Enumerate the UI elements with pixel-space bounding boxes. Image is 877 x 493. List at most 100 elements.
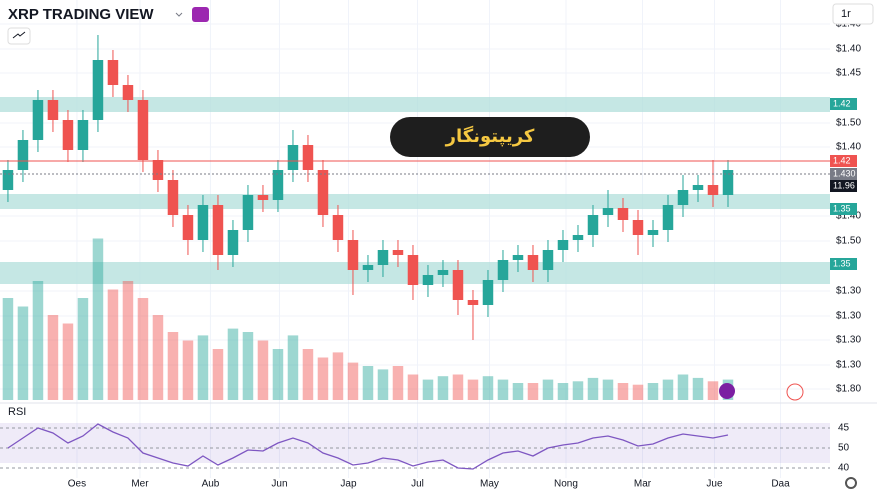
candle-body (557, 240, 569, 250)
collapse-button[interactable] (7, 27, 31, 45)
volume-bar (227, 328, 239, 400)
timeframe-button[interactable] (832, 3, 874, 25)
volume-bar (497, 379, 509, 400)
volume-bar (257, 340, 269, 400)
y-tick-label: $1.45 (836, 68, 861, 79)
x-tick-label: Nong (554, 479, 578, 490)
volume-bar (662, 379, 674, 400)
support-zone (0, 194, 830, 209)
candle-body (452, 270, 464, 300)
volume-bar (182, 340, 194, 400)
volume-bar (17, 306, 29, 400)
price-tag-label: 1.35 (833, 258, 851, 268)
candle-body (572, 235, 584, 240)
dropdown[interactable] (175, 12, 183, 17)
candle-body (602, 208, 614, 215)
candle-body (197, 205, 209, 240)
candle-body (362, 265, 374, 270)
y-tick-label: $1.30 (836, 286, 861, 297)
candle-body (92, 60, 104, 120)
volume-bar (632, 384, 644, 400)
banner-text: کریپتونگار (445, 125, 535, 147)
price-tag (830, 258, 857, 270)
volume-bar (347, 362, 359, 400)
volume-bar (167, 332, 179, 400)
price-tag-label: 1.42 (833, 155, 851, 165)
y-tick-label: $1.40 (836, 44, 861, 55)
candle-body (722, 170, 734, 195)
logo-icon (192, 7, 209, 22)
volume-bar (512, 383, 524, 400)
volume-bar (77, 298, 89, 400)
price-tag-label: 1.42 (833, 98, 851, 108)
y-tick-label: $1.40 (836, 211, 861, 222)
volume-bar (452, 374, 464, 400)
volume-bar (467, 379, 479, 400)
volume-bar (107, 289, 119, 400)
candle-body (2, 170, 14, 190)
candle-body (617, 208, 629, 220)
candle-body (437, 270, 449, 275)
candle-body (332, 215, 344, 240)
x-tick-label: Jul (411, 479, 424, 490)
candle-body (512, 255, 524, 260)
volume-bar (32, 281, 44, 400)
price-tag (830, 180, 857, 192)
candle-body (647, 230, 659, 235)
rsi-line (7, 423, 729, 470)
volume-bar (92, 238, 104, 400)
candle-body (242, 195, 254, 230)
candle-body (152, 160, 164, 180)
candle-body (542, 250, 554, 270)
volume-bar (437, 376, 449, 400)
volume-bar (377, 369, 389, 400)
y-tick-label: $1.50 (836, 236, 861, 247)
x-tick-label: Mer (131, 479, 149, 490)
candle-body (632, 220, 644, 235)
y-tick-label: $1.40 (836, 142, 861, 153)
candle-body (467, 300, 479, 305)
volume-bar (407, 374, 419, 400)
candle-body (527, 255, 539, 270)
candle-body (692, 185, 704, 190)
volume-bar (317, 357, 329, 400)
x-tick-label: Aub (202, 479, 220, 490)
rsi-band (0, 423, 830, 463)
volume-bar (572, 381, 584, 400)
candle-body (347, 240, 359, 270)
volume-bar (242, 332, 254, 400)
settings-icon[interactable] (845, 477, 857, 489)
candle-body (497, 260, 509, 280)
volume-bar (602, 379, 614, 400)
x-tick-label: Daa (771, 479, 790, 490)
collapse-icon (12, 31, 26, 39)
candle-body (77, 120, 89, 150)
support-zone (0, 97, 830, 112)
volume-bar (527, 383, 539, 400)
y-tick-label: $1.50 (836, 118, 861, 129)
candle-body (167, 180, 179, 215)
candle-body (17, 140, 29, 170)
price-tag-label: 11.96 (833, 180, 855, 190)
alert-icon[interactable] (786, 383, 804, 401)
volume-bar (677, 374, 689, 400)
rsi-tick-label: 40 (838, 463, 850, 474)
price-tag-label: 1.430 (833, 168, 856, 178)
volume-bar (647, 383, 659, 400)
volume-bar (482, 376, 494, 400)
volume-bar (122, 281, 134, 400)
candle-body (662, 205, 674, 230)
candle-body (302, 145, 314, 170)
indicator-icon[interactable] (719, 383, 735, 399)
candle-body (62, 120, 74, 150)
rsi-tick-label: 50 (838, 443, 850, 454)
volume-bar (137, 298, 149, 400)
volume-bar (62, 323, 74, 400)
y-tick-label: $1.30 (836, 360, 861, 371)
y-tick-label: $1.80 (836, 384, 861, 395)
volume-bar (212, 349, 224, 400)
title: XRP TRADING VIEW (8, 6, 154, 23)
rsi-label: RSI (8, 406, 26, 418)
x-tick-label: May (480, 479, 499, 490)
